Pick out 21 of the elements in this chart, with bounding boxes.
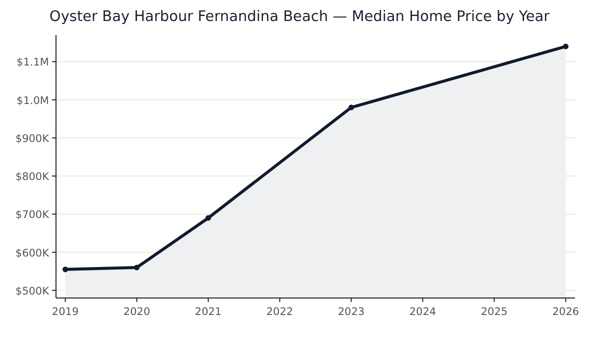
x-tick-label: 2019	[52, 306, 79, 318]
point	[134, 264, 140, 270]
point	[205, 215, 212, 221]
y-tick-label: $500K	[15, 285, 50, 298]
y-tick-label: $1.0M	[16, 94, 49, 107]
y-tick-label: $600K	[15, 247, 50, 260]
y-tick-label: $900K	[15, 132, 50, 145]
x-tick-label: 2026	[552, 306, 580, 318]
x-tick-label: 2022	[266, 306, 294, 318]
y-tick-label: $1.1M	[16, 56, 49, 69]
point	[348, 104, 354, 110]
point	[62, 266, 68, 272]
x-tick-label: 2025	[480, 306, 508, 318]
x-tick-label: 2021	[194, 306, 222, 318]
chart-title: Oyster Bay Harbour Fernandina Beach — Median Home Price by Year	[49, 9, 550, 25]
x-tick-label: 2024	[409, 306, 436, 318]
y-tick-label: $700K	[15, 209, 50, 222]
y-tick-label: $800K	[15, 171, 50, 184]
x-tick-label: 2020	[123, 306, 150, 318]
x-tick-label: 2023	[338, 306, 365, 318]
point	[562, 44, 569, 50]
